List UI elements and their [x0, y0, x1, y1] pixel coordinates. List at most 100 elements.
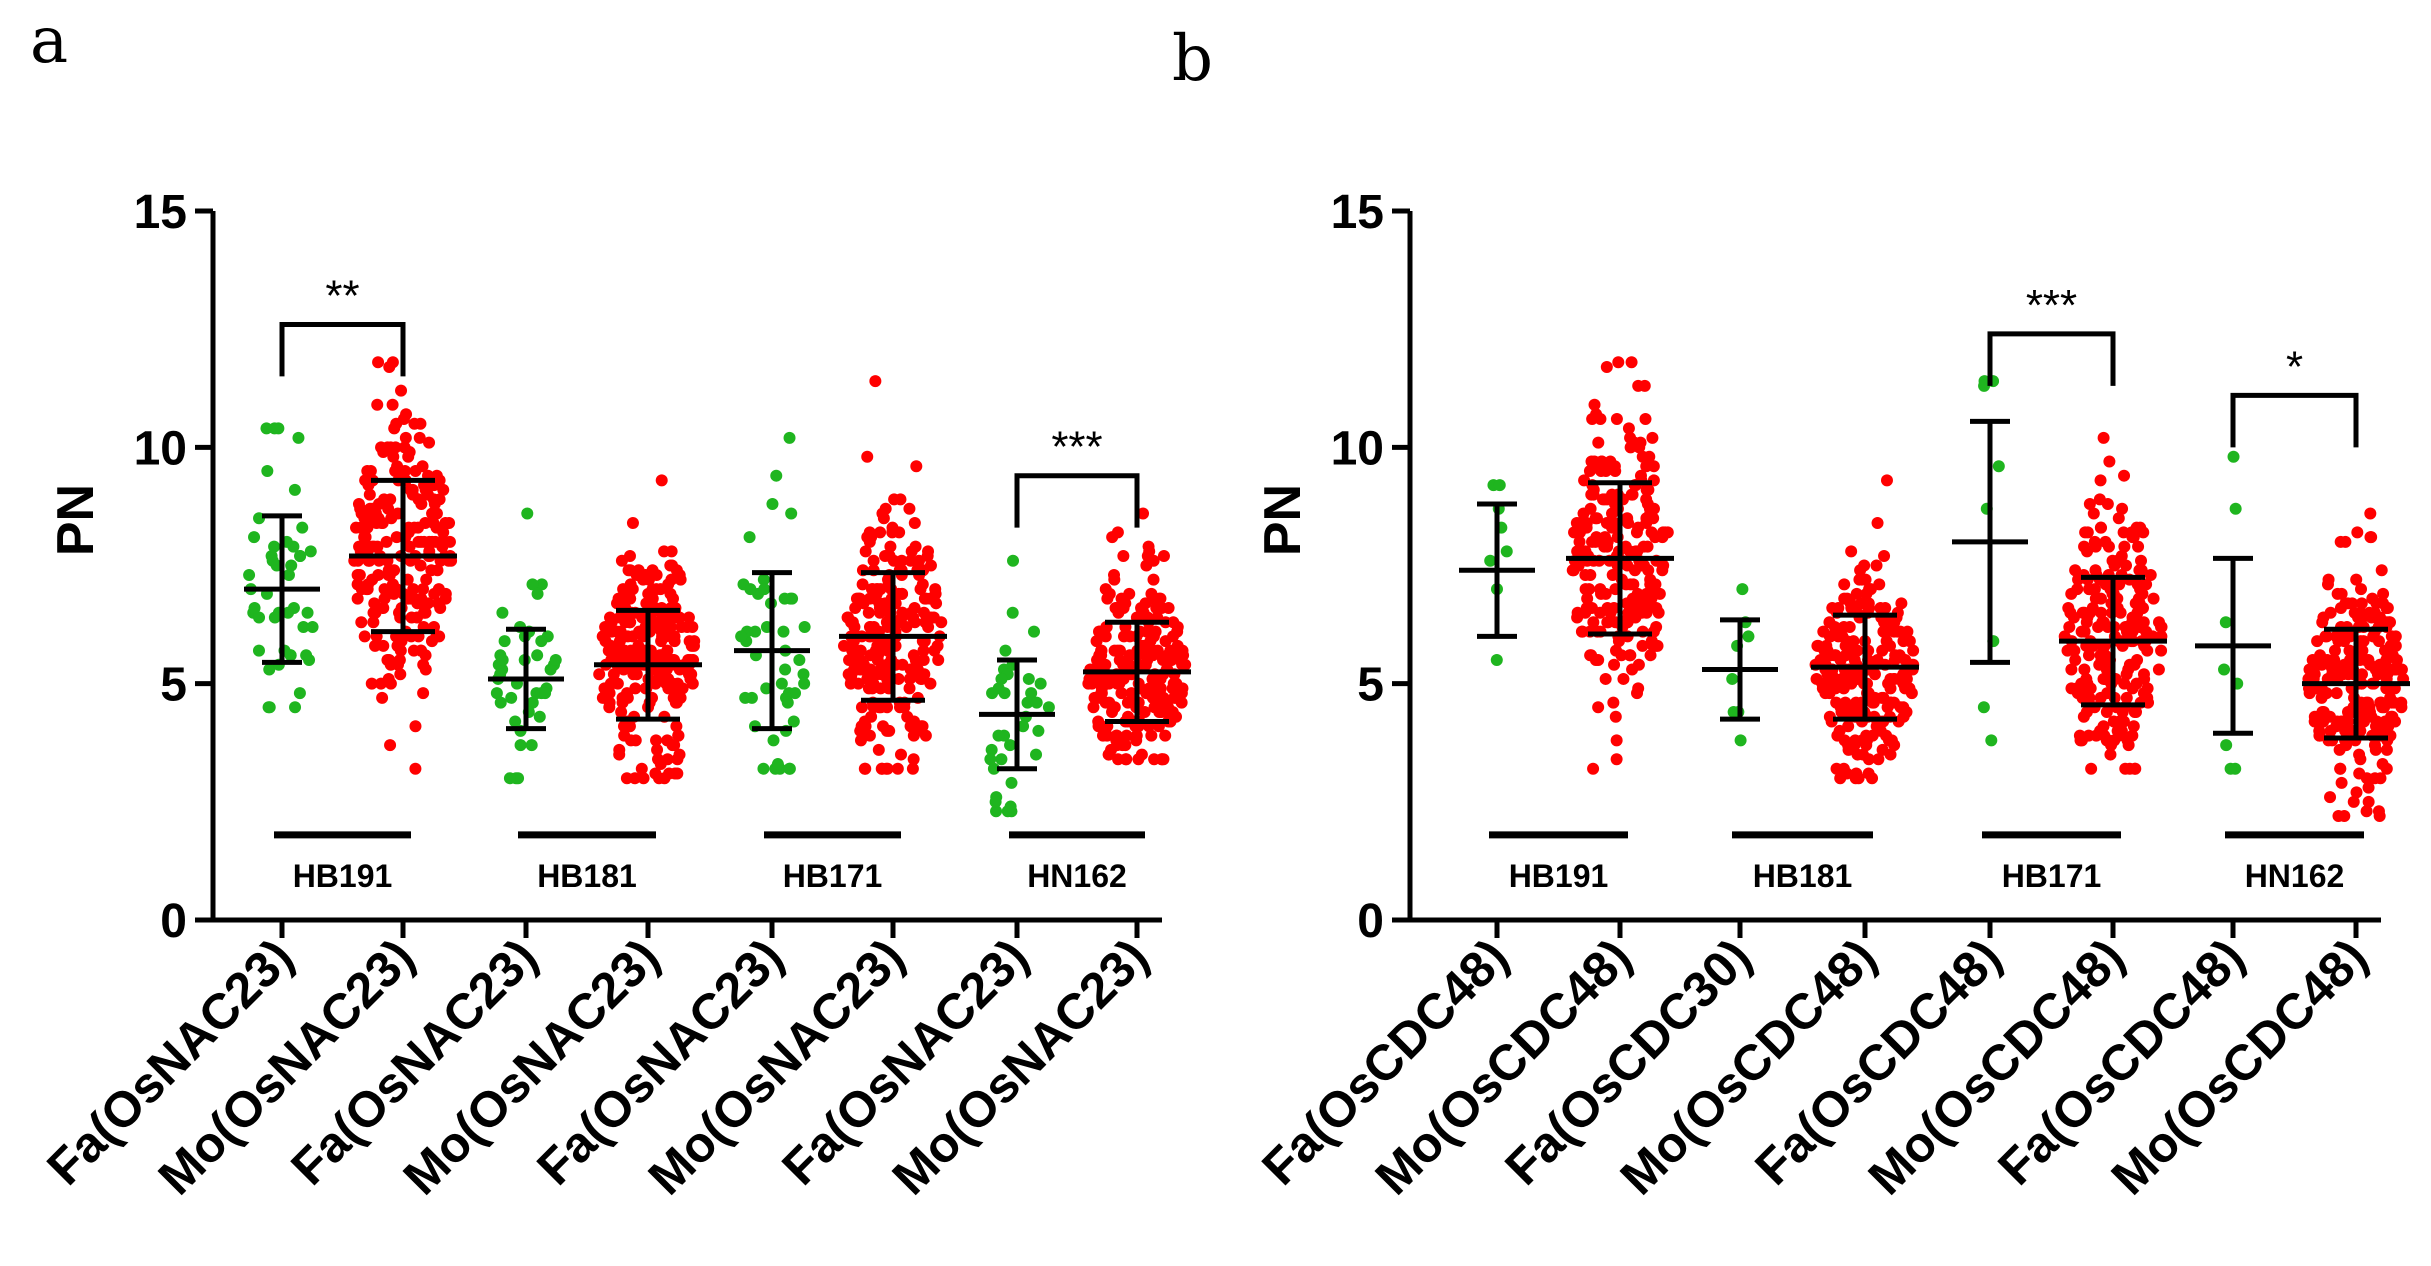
data-point	[439, 587, 452, 600]
data-point	[985, 743, 998, 756]
data-point	[874, 526, 887, 539]
data-point	[1138, 706, 1151, 719]
data-point	[607, 668, 620, 681]
data-point	[539, 687, 552, 700]
data-point	[681, 620, 694, 633]
data-point	[1862, 753, 1875, 766]
data-point	[2094, 521, 2107, 534]
data-point	[2377, 597, 2390, 610]
data-point	[1579, 545, 1592, 558]
data-point	[243, 568, 256, 581]
data-point	[2338, 658, 2351, 671]
data-point	[2075, 734, 2088, 747]
data-point	[2097, 431, 2110, 444]
data-point	[874, 701, 887, 714]
data-point	[1825, 668, 1838, 681]
data-point	[907, 611, 920, 624]
data-point	[855, 701, 868, 714]
data-point	[2087, 507, 2100, 520]
data-point	[861, 450, 874, 463]
data-point	[1021, 696, 1034, 709]
data-point	[419, 606, 432, 619]
data-point	[2123, 762, 2136, 775]
data-point	[619, 720, 632, 733]
data-point	[863, 535, 876, 548]
data-point	[1891, 625, 1904, 638]
data-point	[1145, 729, 1158, 742]
data-point	[376, 691, 389, 704]
data-point	[296, 521, 309, 534]
data-point	[894, 748, 907, 761]
data-point	[2103, 455, 2116, 468]
data-point	[2155, 644, 2168, 657]
data-point	[1625, 356, 1638, 369]
data-point	[1888, 654, 1901, 667]
data-point	[1164, 715, 1177, 728]
data-point	[986, 687, 999, 700]
data-point	[2131, 654, 2144, 667]
data-point	[1830, 696, 1843, 709]
data-point	[1903, 682, 1916, 695]
data-point	[1022, 672, 1035, 685]
data-point	[1142, 540, 1155, 553]
data-point	[758, 583, 771, 596]
data-point	[922, 545, 935, 558]
data-point	[1639, 412, 1652, 425]
data-point	[2317, 611, 2330, 624]
data-point	[626, 516, 639, 529]
data-point	[1612, 635, 1625, 648]
data-point	[1490, 654, 1503, 667]
data-point	[531, 587, 544, 600]
data-point	[841, 611, 854, 624]
data-point	[1985, 734, 1998, 747]
data-point	[378, 583, 391, 596]
data-point	[613, 748, 626, 761]
data-point	[294, 550, 307, 563]
data-point	[544, 663, 557, 676]
data-point	[777, 625, 790, 638]
data-point	[1625, 488, 1638, 501]
data-point	[2107, 715, 2120, 728]
data-point	[665, 573, 678, 586]
data-point	[1137, 507, 1150, 520]
data-point	[888, 493, 901, 506]
data-point	[1174, 654, 1187, 667]
data-point	[414, 559, 427, 572]
data-point	[1622, 422, 1635, 435]
data-point	[2106, 554, 2119, 567]
data-point	[263, 663, 276, 676]
data-point	[1837, 682, 1850, 695]
data-point	[908, 602, 921, 615]
data-point	[1649, 639, 1662, 652]
data-point	[2321, 578, 2334, 591]
data-point	[928, 644, 941, 657]
data-point	[1641, 540, 1654, 553]
data-point	[293, 687, 306, 700]
data-point	[929, 583, 942, 596]
data-point	[2379, 644, 2392, 657]
data-point	[300, 649, 313, 662]
data-point	[1610, 644, 1623, 657]
data-point	[1835, 672, 1848, 685]
data-point	[2089, 540, 2102, 553]
data-point	[873, 602, 886, 615]
data-point	[854, 644, 867, 657]
data-point	[660, 630, 673, 643]
data-point	[672, 729, 685, 742]
data-point	[409, 762, 422, 775]
data-point	[859, 545, 872, 558]
data-point	[387, 587, 400, 600]
data-point	[1850, 767, 1863, 780]
data-point	[779, 663, 792, 676]
data-point	[1879, 602, 1892, 615]
data-point	[1085, 677, 1098, 690]
y-tick-label: 10	[1331, 422, 1384, 475]
data-point	[2094, 649, 2107, 662]
data-point	[375, 516, 388, 529]
data-point	[1115, 687, 1128, 700]
data-point	[1871, 516, 1884, 529]
data-point	[361, 521, 374, 534]
data-point	[623, 550, 636, 563]
data-point	[2338, 635, 2351, 648]
data-point	[2132, 540, 2145, 553]
